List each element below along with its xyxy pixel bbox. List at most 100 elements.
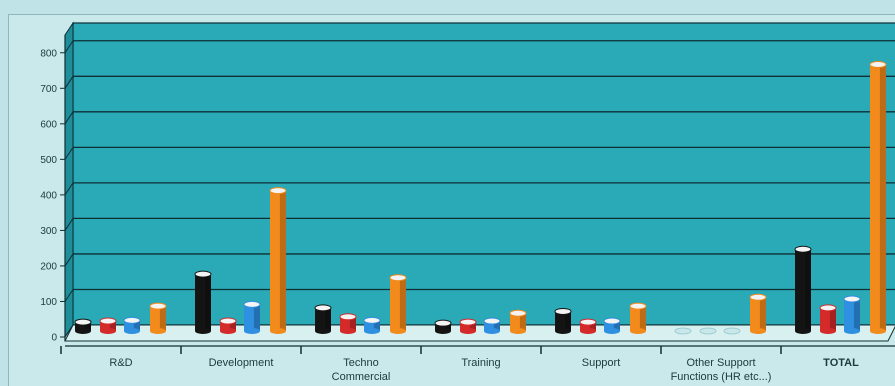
bar-shade [253, 304, 260, 331]
bar-base [390, 328, 406, 334]
bar-cap [363, 316, 381, 324]
bar-body [244, 304, 260, 331]
bar-body [390, 277, 406, 331]
y-tick-label: 300 [40, 226, 57, 237]
category-label: Development [209, 357, 274, 369]
category-label: TOTAL [823, 357, 859, 369]
bar-body [820, 307, 836, 331]
bar-body [870, 64, 886, 331]
bar-base [870, 328, 886, 334]
bar-cap [123, 316, 141, 324]
bar [843, 295, 861, 334]
bar-base [750, 328, 766, 334]
category-label: R&D [109, 357, 132, 369]
bar [819, 304, 837, 334]
category-label: Functions (HR etc...) [671, 371, 772, 383]
bar-cap [314, 304, 332, 312]
bar [629, 302, 647, 334]
bar-base [150, 328, 166, 334]
bar-shade [879, 64, 886, 331]
bar-shade [373, 320, 380, 331]
bar-shade [829, 307, 836, 331]
bar-cap [869, 61, 887, 69]
bar-cap [74, 318, 92, 326]
bar-cap [219, 317, 237, 325]
bar-base [124, 328, 140, 334]
gridline-depth [64, 111, 74, 125]
bar-body [340, 316, 356, 331]
bar-cap [149, 302, 167, 310]
gridline-depth [64, 289, 74, 302]
bar [219, 317, 237, 334]
bar [749, 293, 767, 334]
bar-shade [759, 297, 766, 331]
bar-base [270, 328, 286, 334]
bar [869, 61, 887, 334]
bar-shade [444, 323, 451, 331]
bar-cap [389, 274, 407, 282]
bar-cap [579, 318, 597, 326]
bar [194, 270, 212, 334]
bar-cap [509, 309, 527, 317]
bar [339, 313, 357, 334]
bar-body [315, 307, 331, 331]
bar [363, 316, 381, 334]
bar-body [435, 323, 451, 331]
bar-shade [279, 190, 286, 331]
bar-shade [109, 321, 116, 331]
bar-shade [229, 321, 236, 331]
bar [459, 318, 477, 334]
bar-body [100, 321, 116, 331]
bar-cap [269, 187, 287, 195]
bar [483, 317, 501, 334]
bar-cap [794, 245, 812, 253]
bar-base [340, 328, 356, 334]
bar-cap [554, 307, 572, 315]
bar-base [484, 328, 500, 334]
gridline-depth [64, 218, 74, 231]
bar-shade [564, 311, 571, 331]
bar-cap [243, 300, 261, 308]
bar-cap [194, 270, 212, 278]
chart-area: 0 100 200 300 400 500 600 700 800 R&D Development T… [8, 14, 895, 386]
bar [603, 317, 621, 334]
bar-shade [589, 322, 596, 331]
bar-shade [324, 307, 331, 331]
bar-cap [749, 293, 767, 301]
bar [74, 318, 92, 334]
bar-shade [159, 306, 166, 331]
bar-base [100, 328, 116, 334]
category-label: Other Support [686, 357, 755, 369]
bar-empty [723, 327, 741, 335]
bar-body [270, 190, 286, 331]
bar-base [75, 328, 91, 334]
bar-body [124, 320, 140, 331]
gridline-depth [64, 40, 74, 54]
bar-body [75, 322, 91, 331]
bar-body [220, 321, 236, 331]
bar [123, 316, 141, 334]
bar-body [630, 306, 646, 331]
bar [554, 307, 572, 334]
bar-shade [349, 316, 356, 331]
bar-shade [639, 306, 646, 331]
bar-shade [519, 313, 526, 331]
y-tick-label: 500 [40, 155, 57, 166]
bar-empty [699, 327, 717, 335]
bar [434, 319, 452, 334]
bar-base [460, 328, 476, 334]
bar-base [555, 328, 571, 334]
bar [389, 274, 407, 334]
bar [794, 245, 812, 334]
bar-body [580, 322, 596, 331]
bar-body [460, 322, 476, 331]
bar-cap [459, 318, 477, 326]
bar-cap [603, 317, 621, 325]
plot-floor [64, 324, 895, 342]
bar-empty [674, 327, 692, 335]
bar-body [484, 321, 500, 331]
bar-base [630, 328, 646, 334]
bar-body [750, 297, 766, 331]
bar-base [195, 328, 211, 334]
bar-cap [339, 313, 357, 321]
